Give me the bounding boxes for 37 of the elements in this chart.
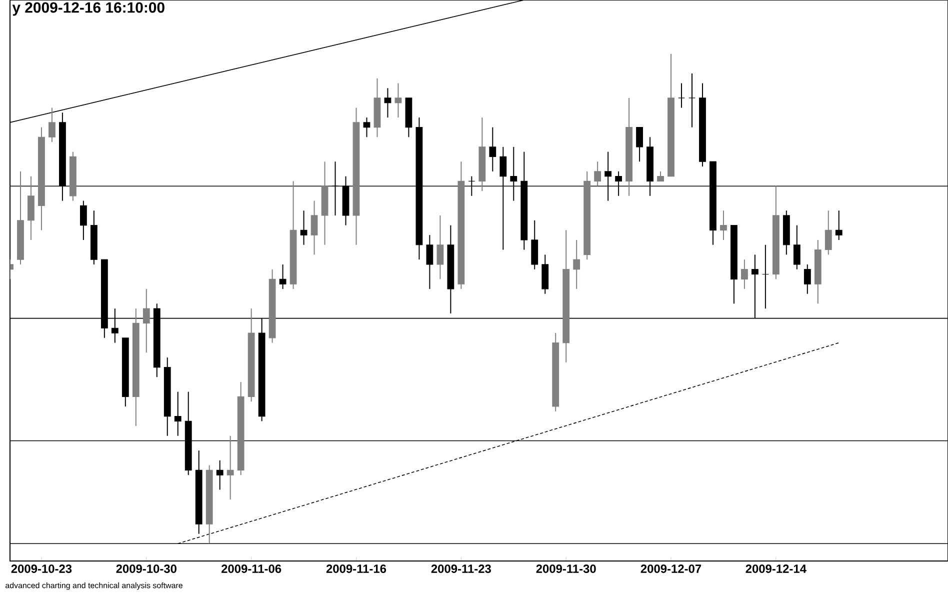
candlestick xyxy=(657,170,664,182)
candlestick xyxy=(174,391,182,436)
candlestick xyxy=(300,210,308,246)
x-tick-label: 2009-11-23 xyxy=(431,564,491,574)
candlestick xyxy=(489,126,496,172)
candlestick xyxy=(426,234,434,290)
candlestick xyxy=(394,82,402,118)
candlestick xyxy=(384,88,392,118)
candlestick xyxy=(279,264,286,290)
x-tick-label: 2009-11-30 xyxy=(536,564,596,574)
x-tick-label: 2009-12-07 xyxy=(640,564,702,573)
candlestick xyxy=(741,259,748,290)
candlestick xyxy=(835,210,842,240)
candlestick xyxy=(594,161,602,187)
chart-title: y 2009-12-16 16:10:00 xyxy=(12,2,164,16)
x-tick-label: 2009-10-30 xyxy=(116,564,176,574)
x-tick-label: 2009-10-23 xyxy=(11,564,72,574)
candlestick xyxy=(824,210,832,256)
candlestick xyxy=(436,214,444,280)
x-tick-label: 2009-11-16 xyxy=(326,564,386,573)
candlestick xyxy=(142,288,150,354)
candlestick xyxy=(80,200,87,240)
candlestick xyxy=(573,239,580,290)
candlestick xyxy=(793,224,800,270)
candlestick xyxy=(216,460,224,490)
x-tick-label: 2009-11-06 xyxy=(221,564,282,573)
candlestick xyxy=(688,72,696,128)
candlestick xyxy=(636,126,643,162)
x-tick-label: 2009-12-14 xyxy=(746,564,806,573)
candlestick xyxy=(720,210,727,240)
candlestick xyxy=(226,435,234,500)
candlestick xyxy=(762,244,769,310)
candlestick xyxy=(48,107,56,143)
candlestick xyxy=(804,264,811,294)
candlestick xyxy=(363,117,370,138)
candlestick xyxy=(310,200,318,256)
candlestick xyxy=(678,82,685,108)
